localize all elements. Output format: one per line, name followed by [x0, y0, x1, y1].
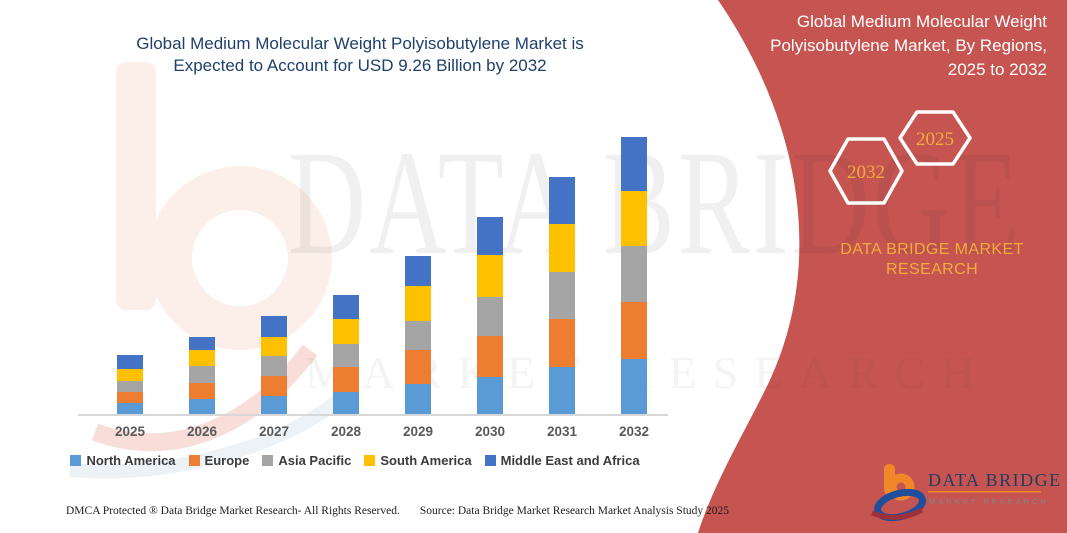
bar-segment-europe	[621, 302, 647, 359]
bar-segment-asia-pacific	[117, 380, 143, 392]
x-axis-label: 2025	[114, 424, 146, 439]
red-panel-shape	[698, 0, 1067, 533]
chart-title-line2: Expected to Account for USD 9.26 Billion…	[173, 56, 547, 75]
bar-segment-north-america	[549, 366, 575, 414]
bar-segment-north-america	[333, 392, 359, 414]
panel-title-line1: Global Medium Molecular Weight	[796, 12, 1047, 31]
bar-segment-south-america	[117, 369, 143, 381]
bar-segment-asia-pacific	[261, 355, 287, 376]
legend-item: Europe	[188, 453, 250, 468]
bar-segment-north-america	[189, 398, 215, 414]
bar-segment-south-america	[405, 285, 431, 321]
logo-underline	[928, 491, 1041, 493]
x-axis-label: 2027	[258, 424, 290, 439]
legend-label: North America	[86, 453, 176, 468]
x-axis-label: 2030	[474, 424, 506, 439]
bar-segment-europe	[333, 367, 359, 393]
bar-segment-middle-east-and-africa	[477, 216, 503, 255]
bar-segment-north-america	[261, 395, 287, 414]
bar-segment-north-america	[621, 358, 647, 414]
bar-segment-middle-east-and-africa	[549, 177, 575, 225]
legend-swatch	[262, 455, 274, 466]
bar-segment-south-america	[621, 191, 647, 247]
bar-segment-north-america	[405, 384, 431, 414]
bar-segment-south-america	[261, 337, 287, 356]
hexagon-2025	[898, 110, 972, 166]
bar-segment-middle-east-and-africa	[405, 255, 431, 286]
x-axis-label: 2026	[186, 424, 218, 439]
bar-segment-asia-pacific	[405, 320, 431, 350]
bar-segment-south-america	[189, 349, 215, 367]
logo-watermark-swoosh-blue	[69, 384, 355, 479]
legend-swatch	[484, 455, 496, 466]
legend-label: South America	[380, 453, 472, 468]
brand-text: DATA BRIDGE MARKET RESEARCH	[812, 240, 1052, 280]
bar-segment-north-america	[117, 402, 143, 414]
bar-segment-middle-east-and-africa	[117, 355, 143, 370]
footer-dmca-text: DMCA Protected ® Data Bridge Market Rese…	[66, 505, 400, 517]
bar-segment-europe	[261, 375, 287, 396]
panel-title: Global Medium Molecular Weight Polyisobu…	[717, 10, 1047, 82]
panel-title-line3: 2025 to 2032	[947, 60, 1047, 79]
legend-label: Europe	[204, 453, 250, 468]
brand-text-line1: DATA BRIDGE MARKET	[840, 241, 1024, 258]
logo-underswoosh-icon	[871, 507, 924, 520]
x-axis-label: 2028	[330, 424, 362, 439]
chart-legend: North America Europe Asia Pacific South Ame…	[55, 453, 655, 468]
bar-segment-europe	[405, 350, 431, 385]
x-axis-label: 2032	[618, 424, 650, 439]
bar-segment-asia-pacific	[333, 343, 359, 368]
footer: DMCA Protected ® Data Bridge Market Rese…	[66, 505, 729, 517]
hexagon-2025-label: 2025	[916, 129, 954, 150]
bar-segment-asia-pacific	[189, 366, 215, 384]
bar-segment-south-america	[549, 224, 575, 272]
bar-segment-south-america	[477, 254, 503, 298]
legend-item: North America	[70, 453, 176, 468]
bar-segment-europe	[117, 391, 143, 403]
company-logo: DATA BRIDGE MARKET RESEARCH	[871, 464, 1060, 522]
legend-label: Asia Pacific	[278, 453, 352, 468]
bar-segment-middle-east-and-africa	[621, 137, 647, 192]
brand-text-line2: RESEARCH	[885, 261, 979, 278]
bar-segment-middle-east-and-africa	[261, 315, 287, 338]
panel-title-line2: Polyisobutylene Market, By Regions,	[770, 36, 1047, 55]
logo-watermark-stem	[116, 62, 156, 310]
x-axis-line	[78, 414, 668, 416]
chart-title: Global Medium Molecular Weight Polyisobu…	[60, 33, 660, 77]
bar-segment-europe	[189, 383, 215, 399]
logo-watermark-bowl	[148, 166, 332, 350]
bar-segment-asia-pacific	[621, 246, 647, 303]
bar-segment-asia-pacific	[477, 297, 503, 336]
hexagon-2032-label: 2032	[847, 162, 885, 183]
legend-item: Middle East and Africa	[484, 453, 640, 468]
logo-title: DATA BRIDGE	[928, 470, 1060, 490]
x-axis-label: 2029	[402, 424, 434, 439]
legend-item: Asia Pacific	[262, 453, 351, 468]
legend-swatch	[364, 455, 376, 466]
legend-item: South America	[364, 453, 472, 468]
bar-segment-middle-east-and-africa	[189, 336, 215, 350]
legend-label: Middle East and Africa	[500, 453, 640, 468]
chart-title-line1: Global Medium Molecular Weight Polyisobu…	[136, 34, 584, 53]
bar-segment-asia-pacific	[549, 271, 575, 320]
legend-swatch	[70, 455, 82, 466]
x-axis-label: 2031	[546, 424, 578, 439]
bar-segment-europe	[477, 335, 503, 377]
logo-subtitle: MARKET RESEARCH	[929, 497, 1049, 506]
bar-segment-europe	[549, 319, 575, 367]
year-hexagons: 2032 2025	[828, 110, 972, 205]
bar-segment-north-america	[477, 376, 503, 414]
bar-segment-south-america	[333, 318, 359, 344]
bar-segment-middle-east-and-africa	[333, 295, 359, 319]
footer-source-text: Source: Data Bridge Market Research Mark…	[419, 505, 730, 517]
hexagon-2032	[828, 137, 904, 205]
legend-swatch	[188, 455, 200, 466]
